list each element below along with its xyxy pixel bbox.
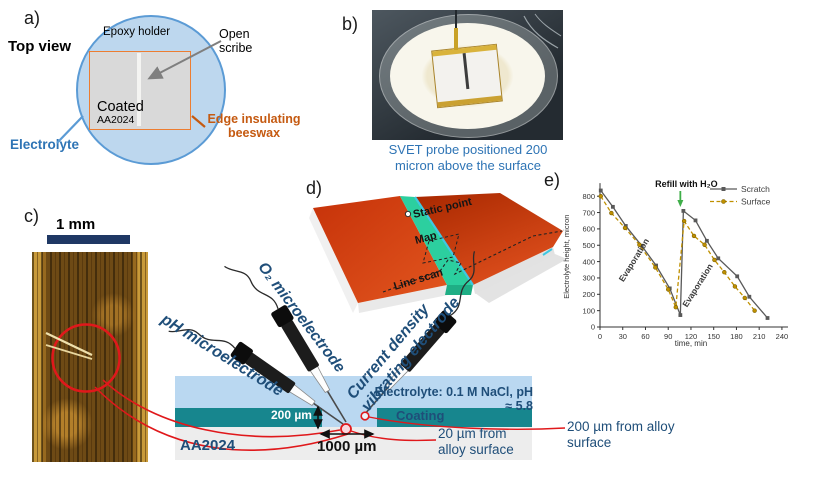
epoxy-holder-label: Epoxy holder: [103, 26, 171, 38]
evaporation-chart: 0 30 60 90 120 150 180 210 240 0 100 200 300 400 500 60…: [558, 166, 838, 348]
electrolyte-composition-label: Electrolyte: 0.1 M NaCl, pH ≈ 5.8: [374, 385, 533, 413]
coating-left: [175, 408, 322, 427]
red-connector-200um: [368, 416, 566, 430]
left-coating-slab: [313, 196, 447, 303]
scalebar-label: 1 mm: [56, 216, 96, 233]
scribe-channel: [400, 196, 473, 285]
svet-probe-tip: [454, 28, 458, 50]
panel-d-label: d): [306, 178, 323, 198]
chart-axes: [597, 183, 788, 330]
svg-text:700: 700: [582, 208, 595, 217]
beeswax-pointer: [191, 115, 206, 128]
left-slab-side: [309, 208, 358, 313]
scribe-channel-front: [445, 285, 473, 295]
panel-e-label: e): [544, 170, 561, 190]
svg-text:180: 180: [730, 332, 743, 341]
edge-cyan-tick: [542, 248, 553, 256]
open-scribe-line: [137, 53, 141, 126]
phase-label-0: Evaporation: [617, 237, 652, 284]
svg-text:0: 0: [598, 332, 602, 341]
photo-caption: SVET probe positioned 200 micron above t…: [388, 142, 548, 173]
cell-photo: [372, 10, 563, 140]
electrolyte-pointer: [56, 115, 84, 144]
svg-text:120: 120: [685, 332, 698, 341]
top-view-title: Top view: [8, 38, 72, 55]
svg-text:240: 240: [776, 332, 789, 341]
scalebar: [47, 235, 130, 244]
svg-text:30: 30: [619, 332, 627, 341]
alloy-label: AA2024: [180, 437, 236, 454]
svg-text:Scratch: Scratch: [741, 184, 770, 194]
svg-text:60: 60: [641, 332, 649, 341]
phase-label-1: Evaporation: [680, 262, 715, 309]
red-connector-lower: [94, 386, 349, 451]
series-surface: [598, 194, 757, 313]
svg-text:100: 100: [582, 306, 595, 315]
coating-label: Coating: [396, 408, 445, 423]
chart-ylabel: Electrolyte height, micron: [562, 215, 571, 299]
svg-text:0: 0: [591, 323, 595, 332]
left-slab-front: [358, 285, 448, 313]
height-200um-label: 200 µm: [271, 408, 312, 422]
coated-alloy-label: AA2024: [97, 114, 135, 126]
coated-label: Coated: [97, 99, 144, 115]
right-slab-front: [473, 247, 555, 294]
photo-wires: [523, 13, 562, 49]
static-point-marker: [404, 210, 412, 218]
width-1000um-label: 1000 µm: [317, 438, 377, 455]
chart-tick-labels: 0 30 60 90 120 150 180 210 240 0 100 200 300 400 500 60…: [582, 192, 788, 341]
svg-text:Surface: Surface: [741, 197, 771, 207]
svg-text:150: 150: [707, 332, 720, 341]
svg-text:500: 500: [582, 241, 595, 250]
open-scribe-arrow: [147, 40, 222, 80]
vibrating-electrode: [363, 251, 476, 416]
svg-text:600: 600: [582, 225, 595, 234]
o2-microelectrode: [224, 265, 347, 423]
svg-text:200: 200: [582, 290, 595, 299]
scribe-tip-circle: [340, 423, 352, 435]
svg-text:300: 300: [582, 274, 595, 283]
vibrating-tip-circle: [360, 411, 370, 421]
right-slab-shadow: [475, 254, 567, 303]
distance-20um-label: 20 µm from alloy surface: [438, 426, 514, 457]
open-scribe-label: Open scribe: [219, 27, 253, 55]
map-label: Map: [414, 230, 439, 247]
scribe-zoom-circle: [51, 323, 121, 393]
panel-b-label: b): [342, 14, 359, 34]
red-connector-upper: [102, 379, 341, 438]
svg-text:400: 400: [582, 257, 595, 266]
svg-text:800: 800: [582, 192, 595, 201]
svg-text:210: 210: [753, 332, 766, 341]
refill-annotation: Refill with H₂O: [655, 179, 718, 207]
probe-needle-photo: [45, 332, 93, 356]
chart-legend: Scratch Surface: [710, 184, 771, 207]
probe-needle-photo-2: [45, 344, 93, 360]
scan-scheme-3d: Static point Map Line scan: [309, 193, 567, 313]
panel-c-label: c): [24, 206, 39, 226]
electrolyte-label: Electrolyte: [10, 137, 80, 152]
svg-text:Refill with H₂O: Refill with H₂O: [655, 179, 718, 189]
right-coating-slab: [415, 193, 563, 285]
chart-xlabel: time, min: [675, 339, 707, 348]
distance-200um-label: 200 µm from alloy surface: [567, 419, 675, 450]
evaporation-chart-svg: 0 30 60 90 120 150 180 210 240 0 100 200 300 400 500 60…: [562, 179, 788, 348]
scribe-cyan-edge: [414, 196, 474, 286]
coating-right: [377, 408, 532, 427]
panel-a-label: a): [24, 8, 41, 28]
line-scan-path: [382, 230, 563, 293]
svg-text:90: 90: [664, 332, 672, 341]
beeswax-label: Edge insulating beeswax: [207, 112, 301, 140]
